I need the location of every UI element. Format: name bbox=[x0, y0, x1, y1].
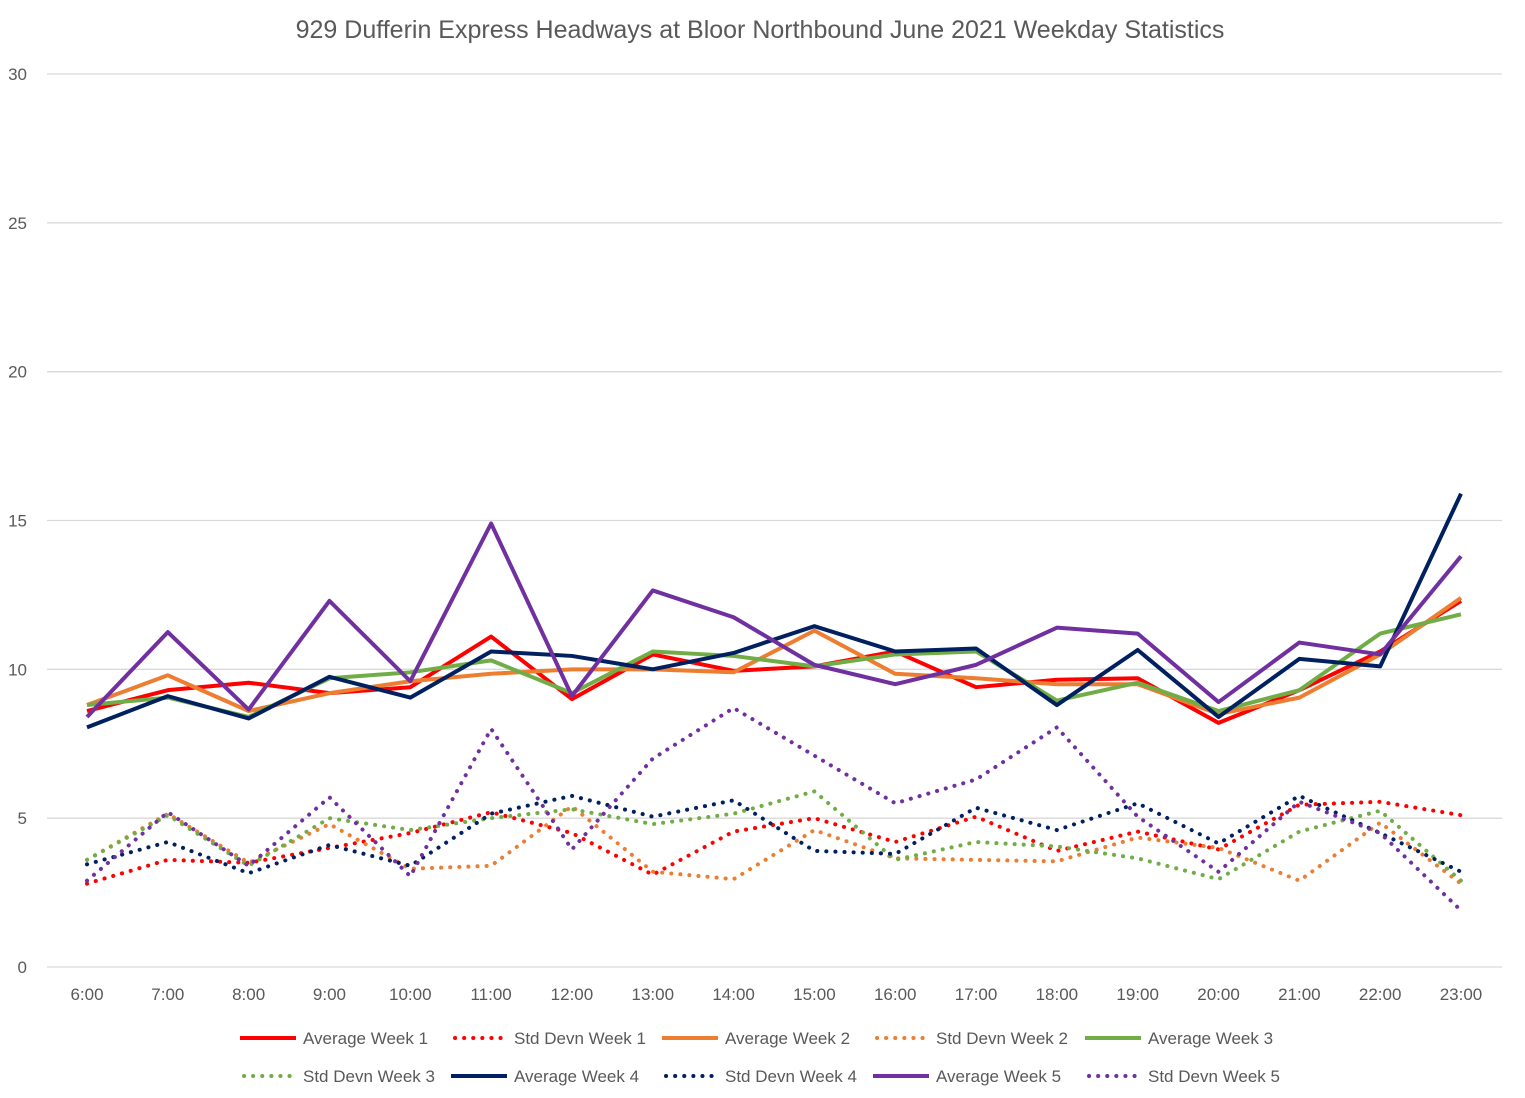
series-line-std-devn-week-1 bbox=[85, 799, 1463, 886]
x-tick-label: 15:00 bbox=[793, 985, 836, 1004]
y-tick-label: 5 bbox=[18, 809, 27, 828]
series-line-std-devn-week-5 bbox=[85, 706, 1463, 913]
legend-label: Average Week 5 bbox=[936, 1067, 1061, 1086]
series-line-average-week-1 bbox=[86, 599, 1463, 725]
series-line-std-devn-week-3 bbox=[85, 789, 1463, 883]
legend-label: Average Week 2 bbox=[725, 1029, 850, 1048]
legend-label: Std Devn Week 5 bbox=[1148, 1067, 1280, 1086]
legend-label: Average Week 1 bbox=[303, 1029, 428, 1048]
x-tick-label: 11:00 bbox=[470, 985, 511, 1004]
x-tick-label: 23:00 bbox=[1440, 985, 1483, 1004]
y-tick-label: 25 bbox=[8, 214, 27, 233]
legend-item: Average Week 3 bbox=[1085, 1029, 1273, 1048]
series-line-average-week-2 bbox=[86, 596, 1463, 716]
series-lines bbox=[85, 492, 1463, 913]
x-tick-label: 17:00 bbox=[955, 985, 998, 1004]
series-line-std-devn-week-4 bbox=[85, 793, 1463, 876]
x-tick-label: 10:00 bbox=[389, 985, 432, 1004]
legend: Average Week 1 Std Devn Week 1 Average Wee… bbox=[240, 1029, 1280, 1086]
legend-item: Std Devn Week 4 bbox=[664, 1067, 857, 1086]
x-tick-label: 22:00 bbox=[1359, 985, 1402, 1004]
x-tick-label: 21:00 bbox=[1278, 985, 1321, 1004]
legend-label: Std Devn Week 3 bbox=[303, 1067, 435, 1086]
x-tick-label: 12:00 bbox=[551, 985, 594, 1004]
x-tick-label: 19:00 bbox=[1116, 985, 1159, 1004]
x-axis-ticks: 6:00 7:00 8:00 9:00 10:00 11:00 12:00 13:00 14:0… bbox=[70, 985, 1482, 1004]
y-tick-label: 10 bbox=[8, 660, 27, 679]
x-tick-label: 18:00 bbox=[1036, 985, 1079, 1004]
x-tick-label: 6:00 bbox=[70, 985, 103, 1004]
gridlines bbox=[47, 73, 1502, 968]
legend-item: Std Devn Week 3 bbox=[242, 1067, 435, 1086]
y-tick-label: 0 bbox=[18, 958, 27, 977]
chart-title: 929 Dufferin Express Headways at Bloor N… bbox=[296, 16, 1225, 44]
y-axis-ticks: 0 5 10 15 20 25 30 bbox=[8, 65, 27, 977]
legend-label: Std Devn Week 2 bbox=[936, 1029, 1068, 1048]
legend-label: Std Devn Week 4 bbox=[725, 1067, 857, 1086]
x-tick-label: 8:00 bbox=[232, 985, 265, 1004]
legend-item: Average Week 5 bbox=[873, 1067, 1061, 1086]
y-tick-label: 30 bbox=[8, 65, 27, 84]
series-line-average-week-4 bbox=[86, 492, 1463, 730]
x-tick-label: 13:00 bbox=[631, 985, 674, 1004]
y-tick-label: 15 bbox=[8, 512, 27, 531]
legend-item: Average Week 1 bbox=[240, 1029, 428, 1048]
x-tick-label: 9:00 bbox=[313, 985, 346, 1004]
legend-item: Average Week 4 bbox=[451, 1067, 639, 1086]
y-tick-label: 20 bbox=[8, 363, 27, 382]
legend-item: Std Devn Week 1 bbox=[453, 1029, 646, 1048]
legend-label: Std Devn Week 1 bbox=[514, 1029, 646, 1048]
legend-label: Average Week 4 bbox=[514, 1067, 639, 1086]
series-line-average-week-5 bbox=[85, 521, 1463, 719]
legend-label: Average Week 3 bbox=[1148, 1029, 1273, 1048]
x-tick-label: 20:00 bbox=[1197, 985, 1240, 1004]
legend-item: Average Week 2 bbox=[662, 1029, 850, 1048]
x-tick-label: 14:00 bbox=[712, 985, 755, 1004]
series-line-std-devn-week-2 bbox=[85, 804, 1463, 886]
x-tick-label: 16:00 bbox=[874, 985, 917, 1004]
legend-item: Std Devn Week 2 bbox=[875, 1029, 1068, 1048]
x-tick-label: 7:00 bbox=[151, 985, 184, 1004]
legend-item: Std Devn Week 5 bbox=[1087, 1067, 1280, 1086]
